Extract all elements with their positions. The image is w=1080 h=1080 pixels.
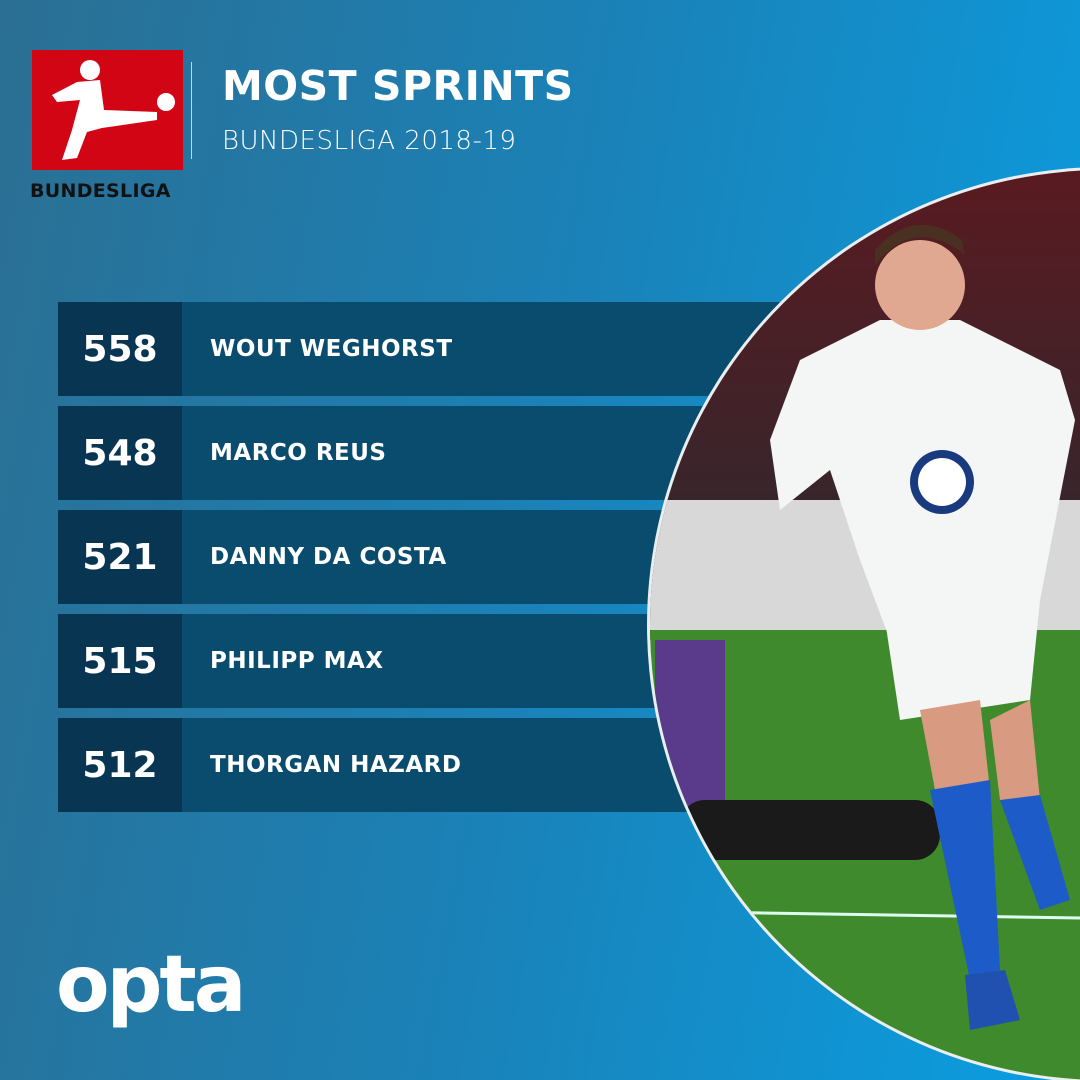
list-item: 512 THORGAN HAZARD xyxy=(58,718,818,812)
sprint-count: 512 xyxy=(58,718,182,812)
page-title: MOST SPRINTS xyxy=(222,62,574,110)
list-item: 521 DANNY DA COSTA xyxy=(58,510,818,604)
header-divider xyxy=(191,62,192,159)
sprint-count: 521 xyxy=(58,510,182,604)
player-name: DANNY DA COSTA xyxy=(182,510,818,604)
opta-logo: opta xyxy=(56,940,246,1030)
bundesliga-logo xyxy=(32,50,183,170)
player-name: PHILIPP MAX xyxy=(182,614,818,708)
sprint-count: 515 xyxy=(58,614,182,708)
player-kicking-icon xyxy=(52,60,175,160)
sprint-count: 548 xyxy=(58,406,182,500)
page-subtitle: BUNDESLIGA 2018-19 xyxy=(222,126,517,156)
list-item: 548 MARCO REUS xyxy=(58,406,818,500)
list-item: 515 PHILIPP MAX xyxy=(58,614,818,708)
player-name: THORGAN HAZARD xyxy=(182,718,818,812)
logo-wordmark: BUNDESLIGA xyxy=(30,180,171,202)
player-name: WOUT WEGHORST xyxy=(182,302,818,396)
player-name: MARCO REUS xyxy=(182,406,818,500)
sprint-count: 558 xyxy=(58,302,182,396)
list-item: 558 WOUT WEGHORST xyxy=(58,302,818,396)
